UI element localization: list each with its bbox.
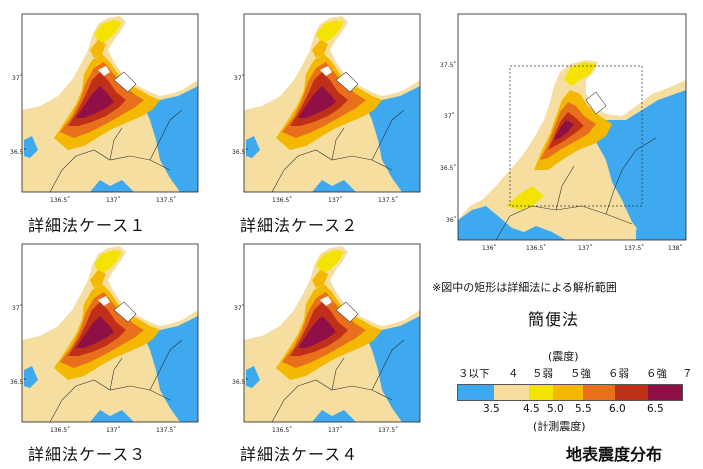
case-map-3 (10, 240, 210, 440)
legend-caption: (計測震度) (533, 420, 586, 433)
legend-intensity-classes: ３以下 ４ ５弱 ５強 ６弱 ６強 ７ (458, 366, 693, 380)
x-tick: 136.5˚ (526, 245, 546, 252)
case-label-4: 詳細法ケース４ (240, 445, 359, 464)
figure-title: 地表震度分布 (566, 445, 663, 464)
legend-title: (震度) (548, 350, 579, 363)
x-tick: 136˚ (482, 245, 496, 252)
case-map-4 (232, 240, 432, 440)
y-tick: 36˚ (446, 217, 457, 224)
intensity-map-case-2 (232, 13, 421, 205)
intensity-map-case-3 (10, 243, 199, 435)
intensity-class-label: ５弱 (532, 368, 553, 380)
legend-swatch-5 (582, 385, 615, 400)
case-label-3: 詳細法ケース３ (28, 445, 147, 464)
intensity-map-case-4 (232, 243, 421, 435)
x-tick: 137˚ (578, 245, 592, 252)
case-map-2 (232, 10, 432, 210)
intensity-class-label: ６強 (646, 368, 667, 380)
y-tick: 37˚ (444, 113, 455, 120)
intensity-class-label: ４ (508, 368, 519, 380)
boundary-label: 6.0 (609, 403, 626, 415)
boundary-label: 6.5 (647, 403, 664, 415)
legend-swatch-2 (493, 385, 530, 400)
intensity-class-label: ３以下 (458, 368, 490, 380)
case-label-2: 詳細法ケース２ (240, 216, 359, 235)
y-tick: 36.5˚ (440, 165, 456, 172)
legend-swatch-4 (553, 385, 583, 400)
legend-color-bar (457, 384, 683, 401)
legend-swatch-6 (614, 385, 649, 400)
legend-swatch-7 (648, 385, 683, 400)
y-tick: 37.5˚ (440, 62, 456, 69)
boundary-label: 4.5 (523, 403, 540, 415)
legend-swatch-3 (529, 385, 554, 400)
intensity-class-label: ５強 (570, 368, 591, 380)
intensity-class-label: ７ (682, 368, 693, 380)
analysis-range-rectangle (509, 65, 643, 207)
case-label-1: 詳細法ケース１ (28, 216, 147, 235)
simple-method-label: 簡便法 (528, 310, 580, 329)
analysis-range-note: ※図中の矩形は詳細法による解析範囲 (432, 281, 617, 294)
legend-swatch-1 (458, 385, 494, 400)
intensity-class-label: ６弱 (608, 368, 629, 380)
x-tick: 138˚ (668, 245, 682, 252)
simple-method-map: 37.5˚ 37˚ 36.5˚ 36˚ 136˚ 136.5˚ 137˚ 137… (436, 10, 696, 270)
legend-boundaries: 3.5 4.5 5.0 5.5 6.0 6.5 (457, 403, 697, 417)
boundary-label: 3.5 (483, 403, 500, 415)
boundary-label: 5.0 (547, 403, 564, 415)
intensity-map-simple: 37.5˚ 37˚ 36.5˚ 36˚ 136˚ 136.5˚ 137˚ 137… (440, 13, 687, 252)
x-tick: 137.5˚ (624, 245, 644, 252)
intensity-map-case-1 (10, 13, 199, 205)
boundary-label: 5.5 (575, 403, 592, 415)
case-map-1 (10, 10, 210, 210)
